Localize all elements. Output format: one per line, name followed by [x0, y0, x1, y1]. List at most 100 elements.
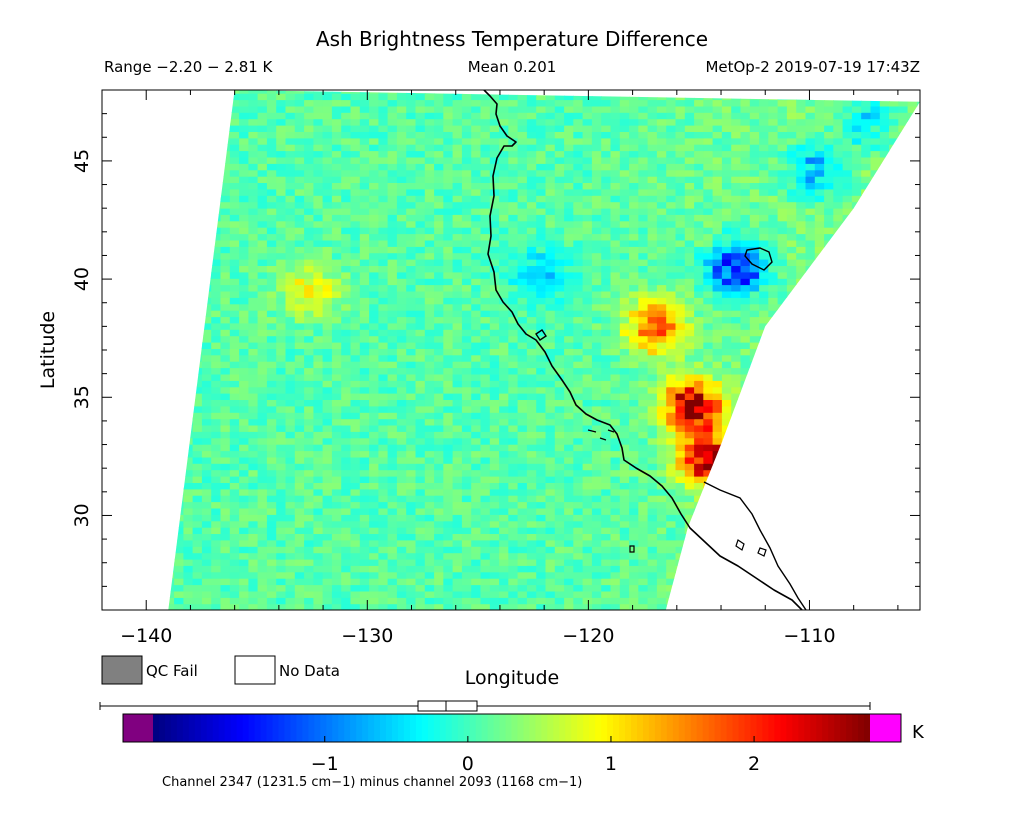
btd-cell: [201, 476, 212, 483]
btd-cell: [656, 527, 667, 534]
btd-cell: [601, 565, 612, 573]
btd-cell: [285, 578, 296, 586]
btd-cell: [564, 507, 574, 515]
btd-cell: [192, 539, 203, 547]
btd-cell: [248, 297, 259, 305]
btd-cell: [898, 297, 909, 305]
btd-cell: [879, 482, 890, 490]
btd-cell: [489, 469, 500, 477]
btd-cell: [369, 265, 379, 273]
btd-cell: [313, 373, 324, 381]
btd-cell: [220, 482, 231, 490]
btd-cell: [656, 424, 667, 432]
btd-cell: [146, 457, 156, 464]
btd-cell: [591, 399, 602, 407]
btd-cell: [499, 514, 509, 522]
btd-cell: [304, 284, 314, 292]
btd-cell: [489, 284, 500, 292]
btd-cell: [824, 571, 834, 579]
btd-cell: [192, 284, 203, 292]
btd-cell: [276, 418, 287, 426]
btd-cell: [805, 507, 816, 515]
btd-cell: [814, 303, 825, 311]
btd-cell: [406, 584, 417, 592]
btd-cell: [879, 246, 890, 254]
btd-cell: [740, 520, 751, 528]
btd-cell: [554, 603, 565, 610]
btd-cell: [322, 246, 333, 254]
btd-cell: [156, 438, 166, 445]
btd-cell: [174, 597, 184, 605]
btd-cell: [480, 507, 491, 515]
btd-cell: [824, 539, 834, 547]
btd-cell: [359, 405, 370, 413]
btd-cell: [740, 514, 751, 522]
btd-cell: [220, 558, 231, 566]
btd-cell: [842, 418, 853, 426]
btd-cell: [276, 233, 287, 241]
btd-cell: [656, 412, 667, 420]
btd-cell: [564, 265, 574, 273]
btd-cell: [471, 265, 482, 273]
btd-cell: [387, 520, 398, 528]
btd-cell: [229, 514, 240, 522]
btd-cell: [796, 463, 807, 471]
btd-cell: [406, 590, 417, 598]
btd-cell: [443, 271, 454, 279]
btd-cell: [619, 552, 630, 560]
btd-cell: [174, 603, 184, 610]
btd-cell: [489, 514, 500, 522]
btd-cell: [378, 565, 389, 573]
btd-cell: [156, 470, 166, 477]
btd-cell: [786, 527, 797, 534]
btd-cell: [731, 303, 742, 311]
btd-cell: [266, 271, 277, 279]
btd-cell: [499, 246, 509, 254]
btd-cell: [666, 527, 677, 534]
btd-cell: [694, 507, 704, 515]
btd-cell: [396, 597, 407, 605]
btd-cell: [480, 514, 491, 522]
btd-cell: [174, 450, 184, 458]
btd-cell: [786, 476, 797, 483]
btd-cell: [146, 419, 156, 426]
btd-cell: [183, 278, 194, 286]
btd-cell: [619, 444, 630, 452]
btd-cell: [183, 463, 194, 471]
btd-cell: [647, 565, 658, 573]
btd-cell: [786, 259, 797, 266]
btd-cell: [907, 259, 918, 266]
btd-cell: [378, 373, 389, 381]
btd-cell: [294, 354, 305, 362]
btd-cell: [712, 259, 723, 266]
btd-cell: [359, 227, 370, 235]
btd-cell: [257, 584, 268, 592]
btd-cell: [461, 329, 472, 337]
btd-cell: [424, 578, 435, 586]
btd-cell: [350, 239, 361, 247]
btd-cell: [666, 399, 677, 407]
btd-cell: [452, 233, 463, 241]
btd-cell: [759, 329, 769, 337]
btd-cell: [684, 412, 695, 420]
btd-cell: [434, 476, 444, 483]
btd-cell: [424, 584, 435, 592]
btd-cell: [443, 348, 454, 356]
btd-cell: [666, 329, 677, 337]
btd-cell: [759, 507, 769, 515]
btd-cell: [396, 239, 407, 247]
btd-cell: [564, 565, 574, 573]
btd-cell: [749, 246, 760, 254]
btd-cell: [322, 310, 333, 318]
btd-cell: [554, 284, 565, 292]
btd-cell: [229, 412, 240, 420]
btd-cell: [285, 373, 296, 381]
btd-cell: [610, 361, 621, 369]
btd-cell: [369, 571, 379, 579]
btd-cell: [192, 373, 203, 381]
btd-cell: [192, 310, 203, 318]
btd-cell: [554, 322, 565, 330]
btd-cell: [861, 297, 872, 305]
btd-cell: [666, 354, 677, 362]
btd-cell: [638, 386, 649, 394]
